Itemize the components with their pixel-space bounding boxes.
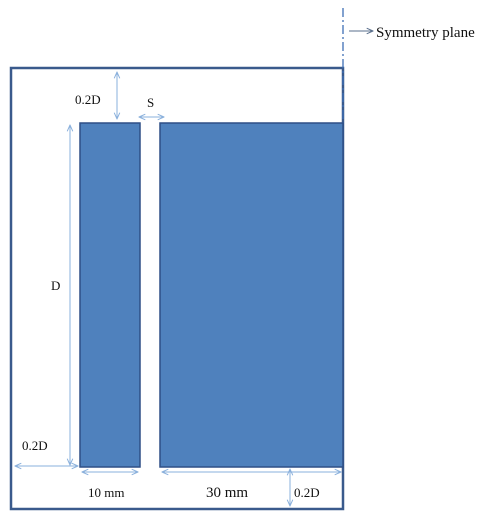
label-height-d: D	[51, 278, 60, 293]
label-left-gap: 0.2D	[22, 438, 48, 453]
large-block	[159, 122, 344, 468]
label-gap-s: S	[147, 95, 154, 110]
label-large-width: 30 mm	[206, 485, 248, 501]
label-top-gap: 0.2D	[75, 92, 101, 107]
label-small-width: 10 mm	[88, 485, 124, 500]
label-bottom-gap: 0.2D	[294, 485, 320, 500]
small-block	[79, 122, 141, 468]
symmetry-plane-label: Symmetry plane	[376, 25, 475, 41]
